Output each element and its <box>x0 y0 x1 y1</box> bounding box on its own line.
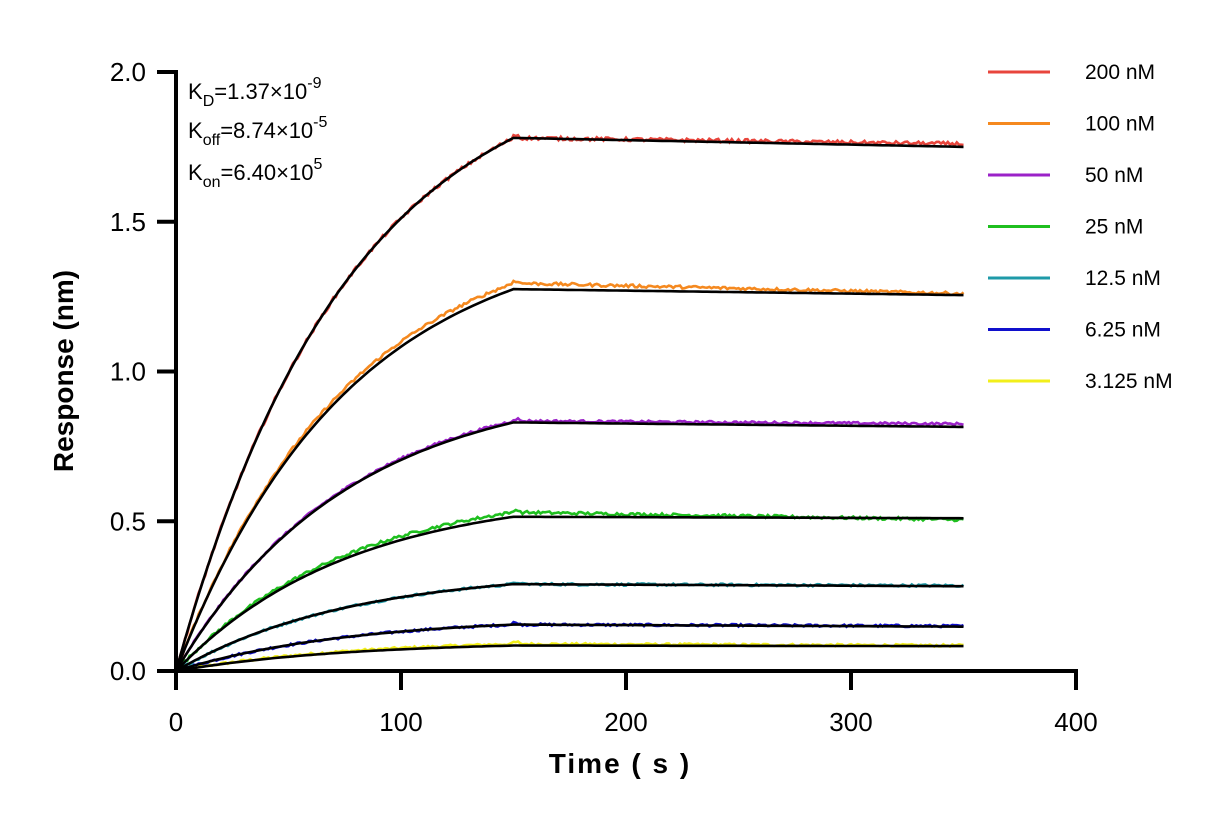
data-layer <box>174 133 965 673</box>
koff-value: =8.74×10 <box>220 118 313 143</box>
koff-exponent: -5 <box>313 114 327 131</box>
kd-value: =1.37×10 <box>214 79 307 104</box>
fit-line <box>174 136 964 672</box>
legend-label: 25 nM <box>1085 216 1143 239</box>
y-tick-label: 1.0 <box>110 357 146 387</box>
series-line <box>174 416 964 672</box>
koff-subscript: off <box>203 132 221 149</box>
kon-subscript: on <box>203 174 221 191</box>
kd-annotation: KD=1.37×10-9 <box>188 75 322 110</box>
kon-exponent: 5 <box>313 156 322 173</box>
fit-line <box>175 644 964 673</box>
fit-line <box>174 287 964 672</box>
y-axis-title: Response (nm) <box>48 270 79 472</box>
fit-line <box>175 623 964 673</box>
koff-annotation: Koff=8.74×10-5 <box>188 114 328 149</box>
fit-line <box>175 582 964 673</box>
y-tick-label: 0.5 <box>110 506 146 536</box>
legend-label: 200 nM <box>1085 61 1155 84</box>
series-line <box>174 133 964 672</box>
y-tick-label: 1.5 <box>110 207 146 237</box>
kd-exponent: -9 <box>307 75 321 92</box>
kon-value: =6.40×10 <box>220 160 313 185</box>
y-tick-label: 2.0 <box>110 57 146 87</box>
legend: 200 nM 100 nM 50 nM 25 nM 12.5 nM 6.25 nM 3.12… <box>988 61 1173 393</box>
kd-subscript: D <box>203 93 215 110</box>
koff-base: K <box>188 118 203 143</box>
x-tick-label: 0 <box>169 707 183 737</box>
fit-line <box>175 515 964 672</box>
legend-label: 6.25 nM <box>1085 319 1161 342</box>
fit-line <box>174 421 964 672</box>
kd-base: K <box>188 79 203 104</box>
kon-base: K <box>188 160 203 185</box>
x-tick-label: 400 <box>1054 707 1097 737</box>
kon-annotation: Kon=6.40×105 <box>188 156 322 191</box>
legend-label: 12.5 nM <box>1085 267 1161 290</box>
kinetic-constants: KD=1.37×10-9 Koff=8.74×10-5 Kon=6.40×105 <box>188 75 328 191</box>
legend-label: 50 nM <box>1085 164 1143 187</box>
legend-label: 3.125 nM <box>1085 370 1173 393</box>
y-tick-label: 0.0 <box>110 656 146 686</box>
x-tick-label: 200 <box>604 707 647 737</box>
x-tick-label: 100 <box>379 707 422 737</box>
x-axis-title: Time ( s ) <box>549 748 691 779</box>
series-line <box>174 279 965 672</box>
x-tick-label: 300 <box>829 707 872 737</box>
legend-label: 100 nM <box>1085 113 1155 136</box>
ticks-layer: 0 100 200 300 400 0.0 0.5 1.0 1.5 2.0 <box>110 57 1098 737</box>
